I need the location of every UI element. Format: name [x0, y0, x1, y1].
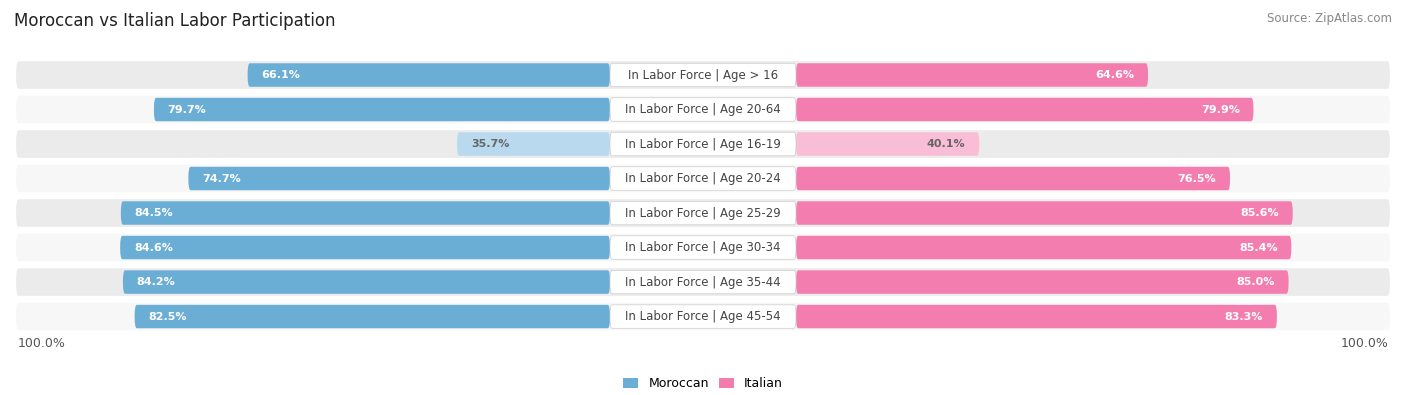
FancyBboxPatch shape	[457, 132, 610, 156]
FancyBboxPatch shape	[135, 305, 610, 328]
FancyBboxPatch shape	[121, 201, 610, 225]
FancyBboxPatch shape	[15, 268, 1391, 296]
FancyBboxPatch shape	[796, 236, 1291, 259]
FancyBboxPatch shape	[120, 236, 610, 259]
FancyBboxPatch shape	[796, 305, 1277, 328]
Text: 84.6%: 84.6%	[134, 243, 173, 252]
Text: 84.5%: 84.5%	[135, 208, 173, 218]
Text: 66.1%: 66.1%	[262, 70, 301, 80]
FancyBboxPatch shape	[610, 305, 796, 328]
FancyBboxPatch shape	[122, 270, 610, 294]
FancyBboxPatch shape	[796, 63, 1149, 87]
Text: 100.0%: 100.0%	[17, 337, 66, 350]
Text: In Labor Force | Age 35-44: In Labor Force | Age 35-44	[626, 276, 780, 288]
Text: 84.2%: 84.2%	[136, 277, 176, 287]
FancyBboxPatch shape	[610, 132, 796, 156]
Text: 40.1%: 40.1%	[927, 139, 966, 149]
FancyBboxPatch shape	[247, 63, 610, 87]
Text: 85.6%: 85.6%	[1240, 208, 1279, 218]
FancyBboxPatch shape	[610, 63, 796, 87]
Text: 79.9%: 79.9%	[1201, 105, 1240, 115]
Text: In Labor Force | Age 16-19: In Labor Force | Age 16-19	[626, 137, 780, 150]
FancyBboxPatch shape	[796, 270, 1289, 294]
FancyBboxPatch shape	[15, 61, 1391, 89]
FancyBboxPatch shape	[188, 167, 610, 190]
Text: In Labor Force | Age 20-24: In Labor Force | Age 20-24	[626, 172, 780, 185]
Text: Source: ZipAtlas.com: Source: ZipAtlas.com	[1267, 12, 1392, 25]
Text: In Labor Force | Age 20-64: In Labor Force | Age 20-64	[626, 103, 780, 116]
Text: In Labor Force | Age 30-34: In Labor Force | Age 30-34	[626, 241, 780, 254]
FancyBboxPatch shape	[15, 165, 1391, 192]
FancyBboxPatch shape	[153, 98, 610, 121]
Text: 85.0%: 85.0%	[1236, 277, 1275, 287]
Text: In Labor Force | Age > 16: In Labor Force | Age > 16	[628, 68, 778, 81]
FancyBboxPatch shape	[15, 234, 1391, 261]
Text: 76.5%: 76.5%	[1178, 173, 1216, 184]
Text: 74.7%: 74.7%	[202, 173, 240, 184]
Text: 64.6%: 64.6%	[1095, 70, 1135, 80]
FancyBboxPatch shape	[796, 167, 1230, 190]
FancyBboxPatch shape	[796, 98, 1254, 121]
FancyBboxPatch shape	[15, 130, 1391, 158]
FancyBboxPatch shape	[796, 201, 1292, 225]
Text: 82.5%: 82.5%	[149, 312, 187, 322]
FancyBboxPatch shape	[15, 199, 1391, 227]
FancyBboxPatch shape	[610, 201, 796, 225]
FancyBboxPatch shape	[796, 132, 979, 156]
FancyBboxPatch shape	[610, 236, 796, 259]
FancyBboxPatch shape	[610, 98, 796, 121]
Text: Moroccan vs Italian Labor Participation: Moroccan vs Italian Labor Participation	[14, 12, 336, 30]
Text: In Labor Force | Age 25-29: In Labor Force | Age 25-29	[626, 207, 780, 220]
FancyBboxPatch shape	[610, 167, 796, 190]
Text: 100.0%: 100.0%	[1340, 337, 1389, 350]
Text: 85.4%: 85.4%	[1239, 243, 1278, 252]
Text: 35.7%: 35.7%	[471, 139, 509, 149]
Legend: Moroccan, Italian: Moroccan, Italian	[619, 372, 787, 395]
Text: 83.3%: 83.3%	[1225, 312, 1263, 322]
FancyBboxPatch shape	[15, 303, 1391, 330]
Text: In Labor Force | Age 45-54: In Labor Force | Age 45-54	[626, 310, 780, 323]
Text: 79.7%: 79.7%	[167, 105, 207, 115]
FancyBboxPatch shape	[15, 96, 1391, 123]
FancyBboxPatch shape	[610, 270, 796, 294]
